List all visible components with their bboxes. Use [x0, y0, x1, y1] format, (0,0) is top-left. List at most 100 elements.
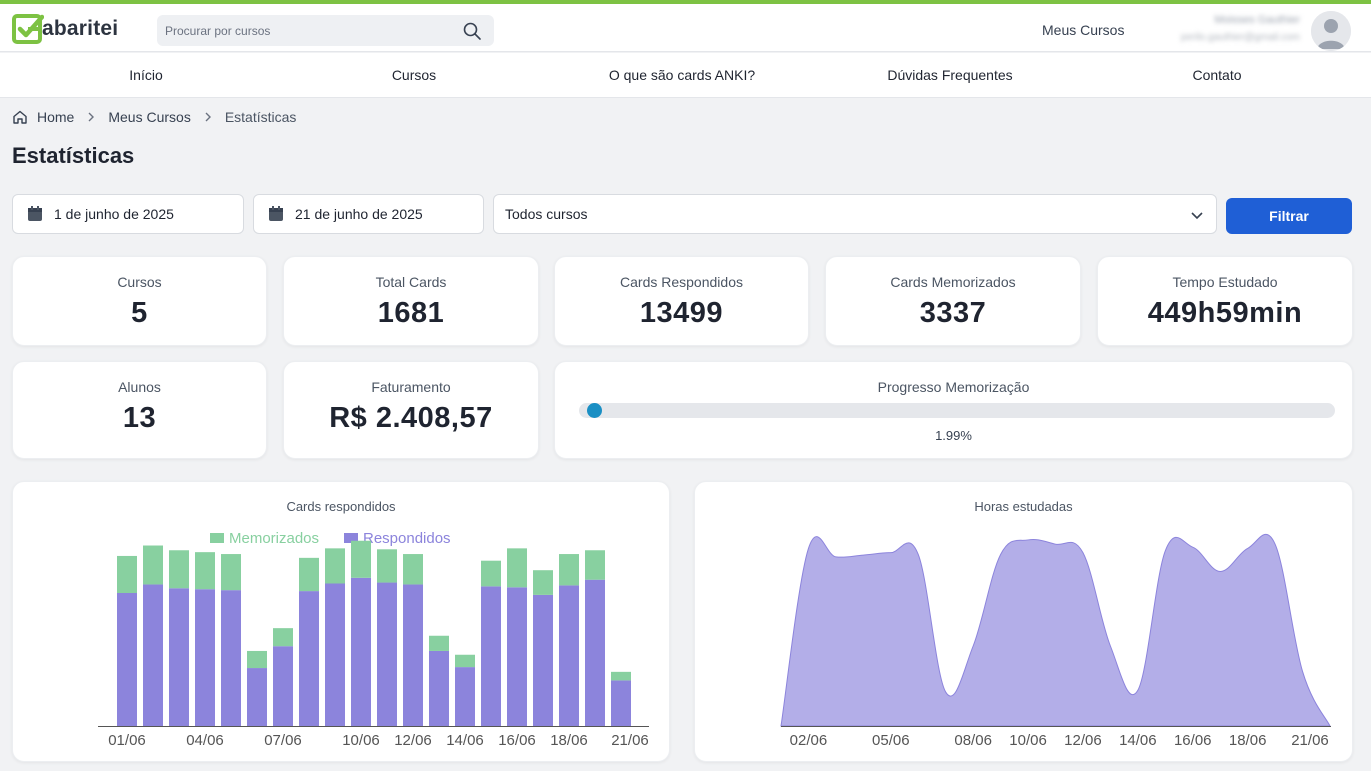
- user-avatar-icon: [1311, 11, 1351, 51]
- course-select-value: Todos cursos: [505, 206, 588, 222]
- header-bar: abaritei Meus Cursos Moisses Gauthier pe…: [0, 4, 1371, 52]
- nav-cursos[interactable]: Cursos: [391, 67, 437, 83]
- stat-label: Cursos: [117, 274, 162, 290]
- bar-respondidos-19-06: [585, 579, 605, 726]
- progress-bar-track: [579, 403, 1335, 418]
- x-tick-label: 16/06: [1174, 732, 1212, 749]
- calendar-icon: [28, 206, 42, 221]
- chart-title: Cards respondidos: [286, 499, 396, 514]
- stat-card-cursos: Cursos 5: [12, 256, 267, 346]
- bar-memorizados-08-06: [299, 557, 319, 592]
- x-tick-label: 21/06: [611, 732, 649, 749]
- breadcrumb-meus-cursos[interactable]: Meus Cursos: [108, 109, 191, 125]
- bar-respondidos-08-06: [299, 591, 319, 726]
- chevron-right-icon: [88, 112, 95, 122]
- search-icon[interactable]: [462, 21, 482, 41]
- progress-percent: 1.99%: [935, 428, 972, 443]
- nav-inicio[interactable]: Início: [129, 67, 163, 83]
- breadcrumb: Home Meus Cursos Estatísticas: [12, 108, 296, 126]
- bar-respondidos-02-06: [143, 584, 163, 726]
- filter-button[interactable]: Filtrar: [1226, 198, 1352, 234]
- bar-memorizados-03-06: [169, 550, 189, 589]
- bar-respondidos-09-06: [325, 583, 345, 726]
- avatar[interactable]: [1311, 11, 1351, 51]
- stat-card-faturamento: Faturamento R$ 2.408,57: [283, 361, 539, 459]
- bar-respondidos-01-06: [117, 593, 137, 726]
- x-tick-label: 16/06: [498, 732, 536, 749]
- bar-memorizados-18-06: [559, 554, 579, 586]
- home-icon[interactable]: [12, 109, 28, 125]
- bar-respondidos-20-06: [611, 680, 631, 726]
- bar-memorizados-04-06: [195, 552, 215, 590]
- x-tick-label: 02/06: [790, 732, 828, 749]
- logo-icon: [12, 14, 44, 44]
- bar-respondidos-07-06: [273, 646, 293, 726]
- search-input[interactable]: [165, 23, 455, 38]
- nav-duvidas-frequentes[interactable]: Dúvidas Frequentes: [887, 67, 1013, 83]
- stat-label: Alunos: [118, 379, 161, 395]
- bar-memorizados-20-06: [611, 671, 631, 681]
- x-tick-label: 14/06: [446, 732, 484, 749]
- bar-memorizados-11-06: [377, 549, 397, 583]
- x-tick-label: 14/06: [1119, 732, 1157, 749]
- bar-memorizados-02-06: [143, 545, 163, 585]
- start-date-value: 1 de junho de 2025: [54, 206, 174, 222]
- stat-card-cards-memorizados: Cards Memorizados 3337: [825, 256, 1081, 346]
- stat-label: Cards Respondidos: [620, 274, 743, 290]
- x-tick-label: 08/06: [954, 732, 992, 749]
- stat-card-alunos: Alunos 13: [12, 361, 267, 459]
- x-tick-label: 12/06: [394, 732, 432, 749]
- bar-respondidos-04-06: [195, 589, 215, 726]
- x-tick-label: 18/06: [550, 732, 588, 749]
- nav-contato[interactable]: Contato: [1192, 67, 1242, 83]
- stat-value: R$ 2.408,57: [329, 402, 493, 434]
- bar-respondidos-16-06: [507, 587, 527, 726]
- legend-label-memorizados: Memorizados: [229, 530, 319, 547]
- bar-respondidos-11-06: [377, 582, 397, 726]
- x-tick-label: 04/06: [186, 732, 224, 749]
- x-tick-label: 05/06: [872, 732, 910, 749]
- stat-value: 13: [122, 402, 157, 434]
- legend-swatch-respondidos: [344, 533, 358, 543]
- x-tick-label: 10/06: [342, 732, 380, 749]
- bar-chart: Memorizados Respondidos 01/06 04/06 07/06 10/…: [98, 530, 649, 749]
- bar-memorizados-05-06: [221, 554, 241, 591]
- bar-memorizados-06-06: [247, 650, 267, 669]
- user-email: perilo.gauthier@gmail.com: [1180, 32, 1300, 43]
- nav-anki-cards[interactable]: O que são cards ANKI?: [608, 67, 756, 83]
- stat-card-tempo-estudado: Tempo Estudado 449h59min: [1097, 256, 1353, 346]
- area-horas-estudadas: [780, 534, 1331, 727]
- end-date-picker[interactable]: 21 de junho de 2025: [253, 194, 484, 234]
- chart-legend: Memorizados Respondidos: [210, 530, 451, 547]
- chart-card-horas-estudadas: Horas estudadas 02/06 05/06 08/06 10/06 12/0…: [694, 481, 1353, 762]
- bar-memorizados-13-06: [429, 635, 449, 651]
- meus-cursos-link[interactable]: Meus Cursos: [1042, 22, 1125, 38]
- bar-memorizados-07-06: [273, 628, 293, 647]
- area-chart: 02/06 05/06 08/06 10/06 12/06 14/06 16/06 18/06…: [780, 534, 1331, 749]
- page-title: Estatísticas: [12, 143, 135, 168]
- bar-respondidos-03-06: [169, 588, 189, 726]
- breadcrumb-home[interactable]: Home: [37, 109, 75, 125]
- x-tick-label: 21/06: [1291, 732, 1329, 749]
- course-select[interactable]: Todos cursos: [493, 194, 1217, 234]
- stat-value: 3337: [919, 297, 987, 329]
- bar-respondidos-06-06: [247, 668, 267, 726]
- logo[interactable]: abaritei: [12, 13, 118, 45]
- x-tick-label: 10/06: [1009, 732, 1047, 749]
- bar-memorizados-17-06: [533, 570, 553, 595]
- bar-respondidos-17-06: [533, 594, 553, 726]
- stat-label: Total Cards: [375, 274, 447, 290]
- bar-respondidos-15-06: [481, 586, 501, 726]
- bar-memorizados-14-06: [455, 654, 475, 668]
- search-bar: [157, 15, 494, 46]
- bar-respondidos-14-06: [455, 667, 475, 726]
- bar-respondidos-05-06: [221, 590, 241, 726]
- stat-value: 13499: [639, 297, 724, 329]
- legend-label-respondidos: Respondidos: [363, 530, 451, 547]
- legend-swatch-memorizados: [210, 533, 224, 543]
- stat-value: 449h59min: [1147, 297, 1303, 329]
- stat-card-cards-respondidos: Cards Respondidos 13499: [554, 256, 809, 346]
- logo-text: abaritei: [42, 17, 119, 40]
- start-date-picker[interactable]: 1 de junho de 2025: [12, 194, 244, 234]
- x-tick-label: 18/06: [1229, 732, 1267, 749]
